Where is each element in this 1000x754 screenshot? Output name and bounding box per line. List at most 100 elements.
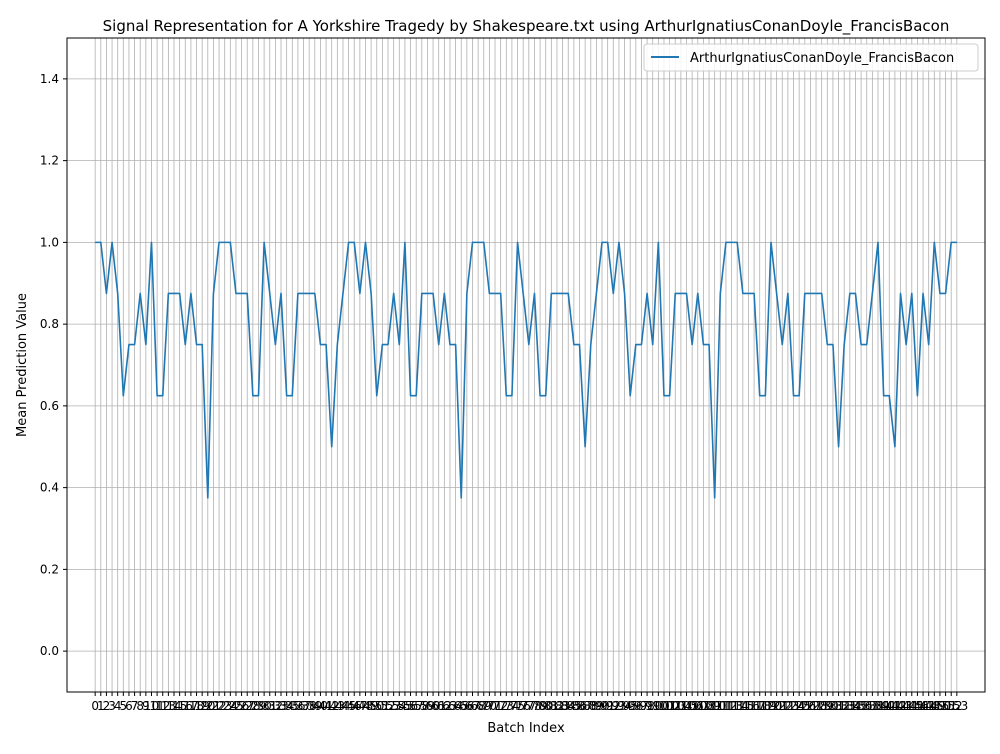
x-tick-label: 123 bbox=[776, 699, 799, 713]
data-point bbox=[725, 241, 727, 243]
data-point bbox=[314, 292, 316, 294]
data-point bbox=[550, 292, 552, 294]
data-point bbox=[652, 343, 654, 345]
x-tick-label: 82 bbox=[549, 699, 564, 713]
x-tick-label: 41 bbox=[318, 699, 333, 713]
data-point bbox=[849, 292, 851, 294]
x-tick-label: 134 bbox=[838, 699, 861, 713]
data-point bbox=[201, 343, 203, 345]
data-point bbox=[207, 497, 209, 499]
y-tick-label: 0.0 bbox=[40, 644, 59, 658]
x-tick-label: 29 bbox=[251, 699, 266, 713]
data-point bbox=[274, 343, 276, 345]
x-tick-label: 64 bbox=[448, 699, 463, 713]
x-tick-label: 147 bbox=[912, 699, 935, 713]
x-tick-label: 89 bbox=[589, 699, 604, 713]
x-tick-label: 132 bbox=[827, 699, 850, 713]
data-point bbox=[302, 292, 304, 294]
data-point bbox=[415, 394, 417, 396]
data-point bbox=[922, 292, 924, 294]
x-tick-label: 52 bbox=[380, 699, 395, 713]
x-tick-label: 119 bbox=[754, 699, 777, 713]
data-point bbox=[832, 343, 834, 345]
legend-label: ArthurIgnatiusConanDoyle_FrancisBacon bbox=[690, 51, 954, 66]
x-tick-label: 97 bbox=[634, 699, 649, 713]
data-point bbox=[499, 292, 501, 294]
x-tick-label: 71 bbox=[487, 699, 502, 713]
data-point bbox=[139, 292, 141, 294]
x-tick-label: 44 bbox=[335, 699, 350, 713]
data-point bbox=[421, 292, 423, 294]
data-point bbox=[618, 241, 620, 243]
data-point bbox=[837, 446, 839, 448]
x-tick-label: 114 bbox=[726, 699, 749, 713]
data-point bbox=[297, 292, 299, 294]
x-tick-label: 57 bbox=[409, 699, 424, 713]
x-tick-label: 23 bbox=[217, 699, 232, 713]
data-point bbox=[488, 292, 490, 294]
data-point bbox=[736, 241, 738, 243]
data-point bbox=[387, 343, 389, 345]
x-tick-label: 37 bbox=[296, 699, 311, 713]
y-tick-label: 0.2 bbox=[40, 562, 59, 576]
x-tick-label: 116 bbox=[737, 699, 760, 713]
x-tick-label: 126 bbox=[793, 699, 816, 713]
x-tick-label: 53 bbox=[386, 699, 401, 713]
x-tick-label: 113 bbox=[720, 699, 743, 713]
data-point bbox=[94, 241, 96, 243]
data-point bbox=[916, 394, 918, 396]
data-point bbox=[854, 292, 856, 294]
x-tick-label: 92 bbox=[606, 699, 621, 713]
x-tick-label: 142 bbox=[883, 699, 906, 713]
x-tick-label: 26 bbox=[234, 699, 249, 713]
x-tick-label: 150 bbox=[928, 699, 951, 713]
x-tick-label: 127 bbox=[799, 699, 822, 713]
x-tick-label: 85 bbox=[566, 699, 581, 713]
data-point bbox=[860, 343, 862, 345]
x-tick-label: 112 bbox=[714, 699, 737, 713]
data-point bbox=[646, 292, 648, 294]
data-point bbox=[471, 241, 473, 243]
data-point bbox=[516, 241, 518, 243]
data-point bbox=[443, 292, 445, 294]
series-layer bbox=[94, 241, 957, 499]
x-tick-label: 33 bbox=[273, 699, 288, 713]
x-tick-label: 109 bbox=[698, 699, 721, 713]
data-point bbox=[612, 292, 614, 294]
data-point bbox=[263, 241, 265, 243]
x-tick-label: 136 bbox=[850, 699, 873, 713]
x-tick-label: 73 bbox=[499, 699, 514, 713]
data-point bbox=[483, 241, 485, 243]
data-point bbox=[635, 343, 637, 345]
data-point bbox=[460, 497, 462, 499]
x-tick-label: 35 bbox=[285, 699, 300, 713]
data-point bbox=[308, 292, 310, 294]
x-tick-label: 66 bbox=[459, 699, 474, 713]
data-point bbox=[882, 394, 884, 396]
x-tick-label: 149 bbox=[923, 699, 946, 713]
data-point bbox=[950, 241, 952, 243]
y-tick-label: 1.4 bbox=[40, 72, 59, 86]
x-tick-label: 55 bbox=[397, 699, 412, 713]
data-point bbox=[116, 292, 118, 294]
x-tick-label: 80 bbox=[538, 699, 553, 713]
x-tick-label: 90 bbox=[594, 699, 609, 713]
data-point bbox=[449, 343, 451, 345]
data-point bbox=[195, 343, 197, 345]
data-point bbox=[561, 292, 563, 294]
data-point bbox=[770, 241, 772, 243]
x-tick-label: 10 bbox=[144, 699, 159, 713]
data-point bbox=[939, 292, 941, 294]
data-point bbox=[173, 292, 175, 294]
data-point bbox=[280, 292, 282, 294]
x-tick-label: 99 bbox=[645, 699, 660, 713]
data-point bbox=[511, 394, 513, 396]
x-tick-label: 68 bbox=[470, 699, 485, 713]
data-point bbox=[826, 343, 828, 345]
legend-box bbox=[643, 43, 979, 72]
x-tick-label: 13 bbox=[161, 699, 176, 713]
data-point bbox=[364, 241, 366, 243]
x-tick-label: 105 bbox=[675, 699, 698, 713]
data-point bbox=[866, 343, 868, 345]
data-point bbox=[753, 292, 755, 294]
